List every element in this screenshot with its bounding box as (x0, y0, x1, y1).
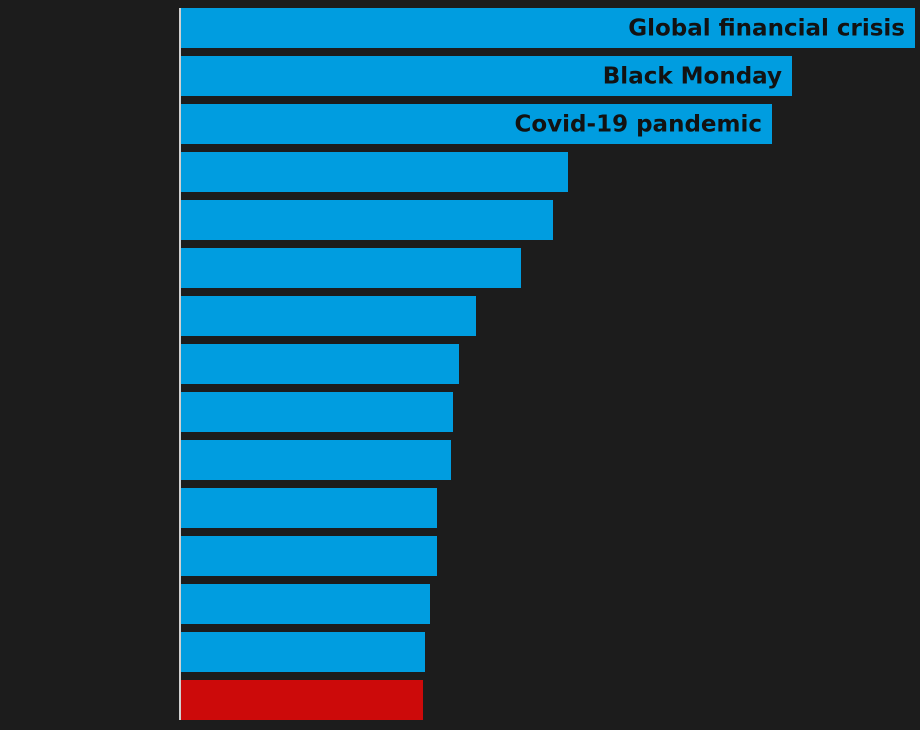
bar (181, 200, 553, 240)
bar (181, 488, 437, 528)
bar (181, 56, 792, 96)
bar (181, 248, 521, 288)
bar (181, 440, 451, 480)
bar (181, 632, 425, 672)
bar (181, 296, 476, 336)
bar (181, 536, 437, 576)
bar (181, 104, 772, 144)
bar (181, 392, 453, 432)
bar-label: Global financial crisis (628, 16, 905, 42)
bar (181, 680, 423, 720)
bar (181, 344, 459, 384)
bar (181, 152, 568, 192)
bar-label: Black Monday (603, 64, 782, 90)
bar (181, 8, 915, 48)
bar-label: Covid-19 pandemic (515, 112, 763, 138)
bar (181, 584, 430, 624)
